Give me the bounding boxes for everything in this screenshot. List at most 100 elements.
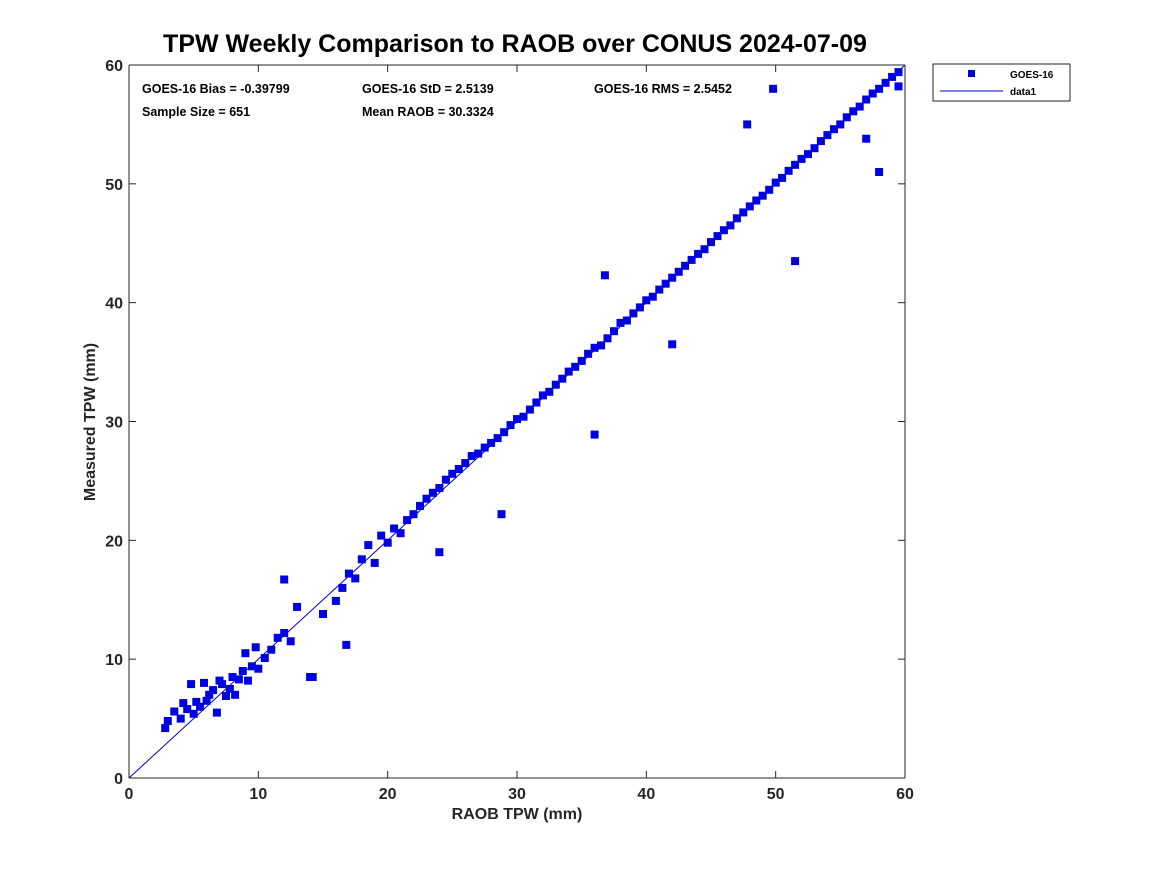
data-point bbox=[810, 144, 819, 153]
data-point bbox=[238, 667, 247, 675]
legend-label-goes16: GOES-16 bbox=[1010, 70, 1054, 81]
data-point bbox=[603, 334, 612, 343]
data-point bbox=[765, 185, 774, 194]
data-point bbox=[894, 68, 903, 77]
data-point bbox=[390, 524, 399, 533]
data-point bbox=[170, 707, 179, 716]
data-point bbox=[719, 226, 728, 235]
data-point bbox=[192, 697, 201, 706]
data-point bbox=[338, 583, 347, 592]
data-point bbox=[231, 690, 240, 699]
data-point bbox=[189, 709, 198, 718]
data-point bbox=[590, 430, 599, 439]
data-point bbox=[474, 449, 483, 458]
data-point bbox=[610, 327, 618, 336]
data-point bbox=[467, 452, 476, 460]
stat-std: GOES-16 StD = 2.5139 bbox=[362, 82, 494, 96]
data-point bbox=[745, 202, 754, 211]
stat-sample-size: Sample Size = 651 bbox=[142, 105, 250, 119]
data-point bbox=[409, 510, 418, 519]
data-point bbox=[286, 637, 295, 646]
data-point bbox=[687, 255, 696, 264]
data-point bbox=[771, 178, 780, 187]
data-point bbox=[577, 356, 586, 365]
data-point bbox=[791, 257, 800, 266]
data-point bbox=[642, 296, 651, 305]
data-point bbox=[342, 640, 351, 649]
data-point bbox=[176, 714, 185, 723]
data-point bbox=[251, 643, 260, 652]
data-point bbox=[590, 343, 599, 352]
data-point bbox=[778, 173, 787, 182]
data-point bbox=[319, 610, 327, 618]
x-tick-label: 0 bbox=[125, 786, 134, 803]
y-tick-label: 0 bbox=[114, 771, 123, 788]
legend-marker-goes16 bbox=[968, 70, 975, 77]
y-tick-label: 20 bbox=[105, 533, 123, 550]
data-point bbox=[435, 484, 444, 492]
data-point bbox=[732, 214, 741, 223]
data-point bbox=[308, 673, 317, 681]
data-point bbox=[519, 412, 528, 421]
data-point bbox=[202, 696, 211, 705]
data-point bbox=[551, 380, 560, 389]
data-point bbox=[513, 415, 521, 424]
data-point bbox=[212, 708, 221, 717]
data-point bbox=[448, 469, 457, 478]
data-point bbox=[743, 120, 752, 129]
x-tick-label: 20 bbox=[379, 786, 397, 803]
data-point bbox=[163, 717, 172, 725]
data-point bbox=[200, 678, 208, 687]
data-point bbox=[823, 131, 832, 140]
data-point bbox=[487, 438, 496, 447]
data-point bbox=[222, 692, 230, 700]
data-point bbox=[600, 271, 609, 280]
data-point bbox=[545, 387, 554, 396]
data-point bbox=[661, 279, 670, 288]
data-point bbox=[769, 84, 778, 93]
data-point bbox=[273, 633, 282, 642]
data-point bbox=[875, 84, 884, 93]
data-point bbox=[254, 664, 263, 673]
data-point bbox=[558, 374, 567, 383]
data-point bbox=[480, 443, 489, 452]
data-point bbox=[655, 285, 664, 294]
data-point bbox=[681, 261, 690, 270]
data-point bbox=[267, 645, 276, 654]
data-point bbox=[875, 168, 884, 176]
data-point bbox=[244, 676, 252, 685]
data-point bbox=[260, 654, 269, 662]
data-point bbox=[280, 575, 289, 584]
stat-bias: GOES-16 Bias = -0.39799 bbox=[142, 82, 290, 96]
data-point bbox=[564, 367, 573, 376]
data-point bbox=[784, 166, 793, 175]
data-point bbox=[493, 434, 502, 443]
data-point bbox=[713, 232, 722, 241]
legend-box bbox=[932, 63, 1071, 102]
y-tick-label: 60 bbox=[105, 58, 123, 75]
data-point bbox=[441, 475, 450, 484]
data-point bbox=[674, 267, 683, 276]
data-point bbox=[209, 686, 218, 695]
data-point bbox=[293, 602, 302, 611]
data-point bbox=[855, 102, 864, 111]
data-point bbox=[758, 191, 767, 200]
data-point bbox=[205, 690, 214, 699]
data-point bbox=[881, 78, 890, 87]
data-point bbox=[383, 538, 392, 547]
data-point bbox=[370, 558, 379, 567]
data-point bbox=[816, 137, 825, 146]
data-point bbox=[422, 494, 431, 503]
data-point bbox=[648, 292, 657, 301]
points-layer bbox=[161, 68, 903, 733]
data-point bbox=[228, 673, 237, 681]
x-ticks: 0 10 20 30 40 50 60 bbox=[125, 65, 914, 803]
data-point bbox=[622, 316, 631, 325]
data-point bbox=[829, 125, 838, 134]
data-point bbox=[791, 160, 800, 169]
data-point bbox=[836, 120, 845, 129]
x-tick-label: 40 bbox=[637, 786, 655, 803]
data-point bbox=[331, 596, 340, 605]
data-point bbox=[500, 428, 509, 437]
data-point bbox=[668, 273, 677, 282]
